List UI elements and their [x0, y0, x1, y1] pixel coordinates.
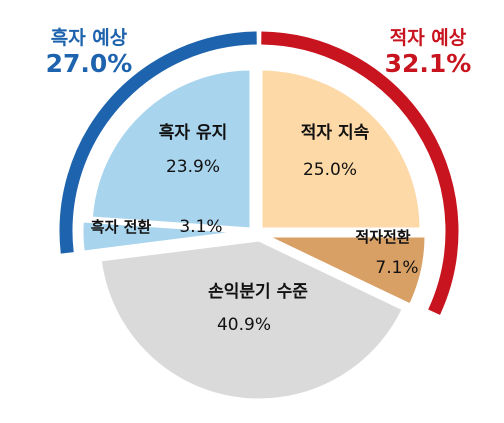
- slice-name-흑자-유지: 흑자 유지: [159, 122, 227, 143]
- callout-profit-expected: 흑자 예상 27.0%: [34, 27, 144, 79]
- group-ring-0: [59, 31, 257, 254]
- callout-loss-value: 32.1%: [384, 48, 472, 78]
- slice-name-적자-지속: 적자 지속: [301, 123, 370, 143]
- callout-profit-label: 흑자 예상: [50, 27, 128, 49]
- pie-slice-1: [265, 234, 428, 308]
- slice-name-손익분기-수준: 손익분기 수준: [208, 282, 308, 302]
- pie-slice-3: [80, 219, 243, 254]
- slice-value-손익분기-수준: 40.9%: [217, 315, 271, 335]
- slice-value-흑자-유지: 23.9%: [166, 157, 220, 177]
- slice-name-적자전환: 적자전환: [355, 228, 410, 246]
- callout-loss-expected: 적자 예상 32.1%: [373, 27, 483, 79]
- slice-value-적자-지속: 25.0%: [303, 160, 357, 180]
- pie-slice-0: [259, 67, 423, 231]
- slice-value-흑자-전환: 3.1%: [179, 217, 222, 237]
- slice-value-적자전환: 7.1%: [375, 258, 418, 278]
- callout-profit-value: 27.0%: [45, 48, 133, 78]
- pie-slice-2: [98, 238, 406, 402]
- group-ring-1: [261, 31, 459, 315]
- callout-loss-label: 적자 예상: [389, 27, 467, 49]
- pie-slice-4: [89, 67, 253, 231]
- slice-name-흑자-전환: 흑자 전환: [91, 218, 152, 236]
